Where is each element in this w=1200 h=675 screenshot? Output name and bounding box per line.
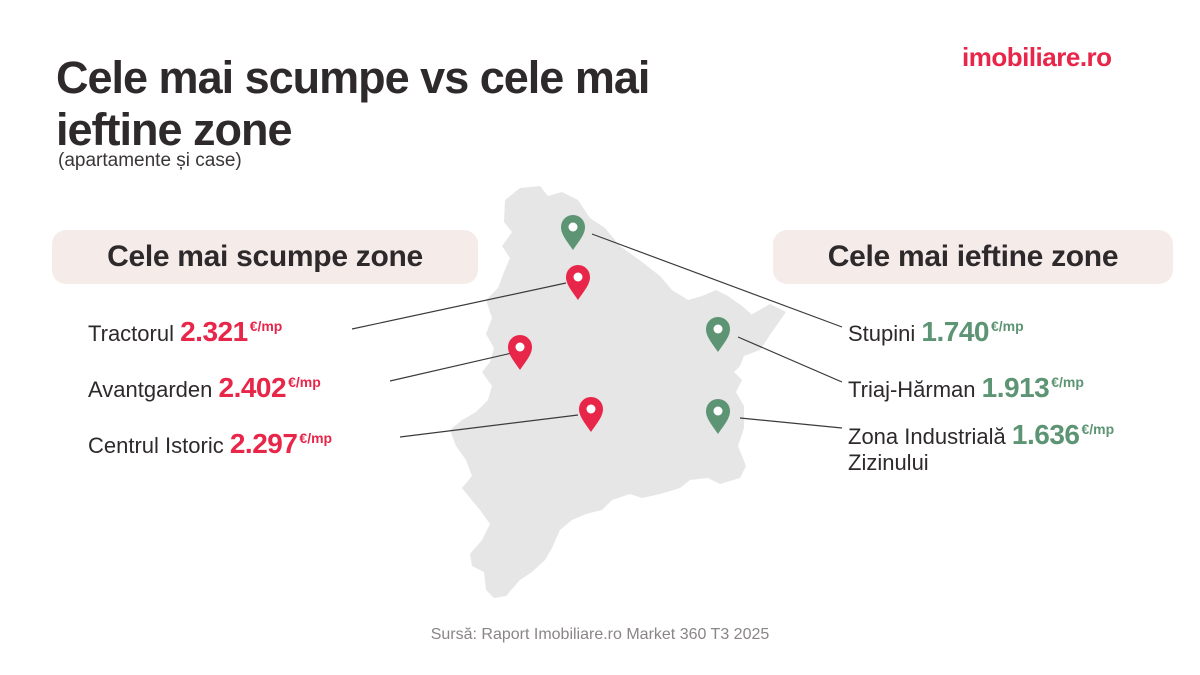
page-title: Cele mai scumpe vs cele mai ieftine zone: [56, 52, 650, 155]
zone-unit: €/mp: [288, 374, 321, 390]
connector-triaj-harman: [737, 336, 843, 383]
connector-lines: [351, 233, 843, 438]
zone-unit: €/mp: [1081, 421, 1115, 437]
map-pin-red-icon: [566, 265, 590, 300]
map-pin-green-icon: [706, 317, 730, 352]
map-pin-green-icon: [561, 215, 585, 250]
connector-tractorul: [351, 282, 567, 330]
zone-price: 2.321: [180, 316, 248, 347]
zone-name: Stupini: [848, 321, 916, 346]
zone-industriala-zizinului: Zona Industrială 1.636 €/mp Zizinului: [848, 416, 1114, 476]
zone-name-line2: Zizinului: [848, 450, 929, 475]
zone-tractorul: Tractorul 2.321 €/mp: [88, 316, 282, 348]
zone-avantgarden: Avantgarden 2.402 €/mp: [88, 372, 321, 404]
zone-name: Avantgarden: [88, 377, 213, 402]
zone-name: Tractorul: [88, 321, 174, 346]
connector-avantgarden: [389, 352, 513, 382]
connector-stupini: [591, 233, 843, 328]
zone-price: 1.740: [921, 316, 989, 347]
zone-name: Zona Industrială: [848, 424, 1006, 449]
zone-unit: €/mp: [249, 318, 283, 334]
source-note: Sursă: Raport Imobiliare.ro Market 360 T…: [430, 626, 770, 643]
map-east-spur: [742, 304, 782, 336]
map-area-shape: [450, 186, 786, 598]
zone-triaj-harman: Triaj-Hărman 1.913 €/mp: [848, 372, 1084, 404]
zone-price: 2.297: [229, 428, 298, 459]
expensive-zones-heading: Cele mai scumpe zone: [52, 230, 478, 284]
cheap-zones-heading: Cele mai ieftine zone: [773, 230, 1173, 284]
map-pin-green-icon: [706, 399, 730, 434]
brand-logo[interactable]: imobiliare.ro: [962, 42, 1112, 72]
zone-price: 1.913: [981, 372, 1050, 403]
page-subtitle: (apartamente și case): [58, 150, 242, 171]
zone-name: Centrul Istoric: [88, 433, 224, 458]
zone-unit: €/mp: [990, 318, 1024, 334]
map-pin-red-icon: [579, 397, 603, 432]
zone-unit: €/mp: [1051, 374, 1084, 390]
map-pin-red-icon: [508, 335, 532, 370]
zone-name: Triaj-Hărman: [848, 377, 976, 402]
zone-stupini: Stupini 1.740 €/mp: [848, 316, 1024, 348]
zone-price: 1.636: [1011, 419, 1080, 450]
zone-unit: €/mp: [299, 430, 333, 446]
zone-centrul-istoric: Centrul Istoric 2.297 €/mp: [88, 428, 332, 460]
connector-centrul-istoric: [399, 414, 579, 438]
zone-price: 2.402: [218, 372, 287, 403]
connector-zona-industriala: [739, 417, 843, 429]
